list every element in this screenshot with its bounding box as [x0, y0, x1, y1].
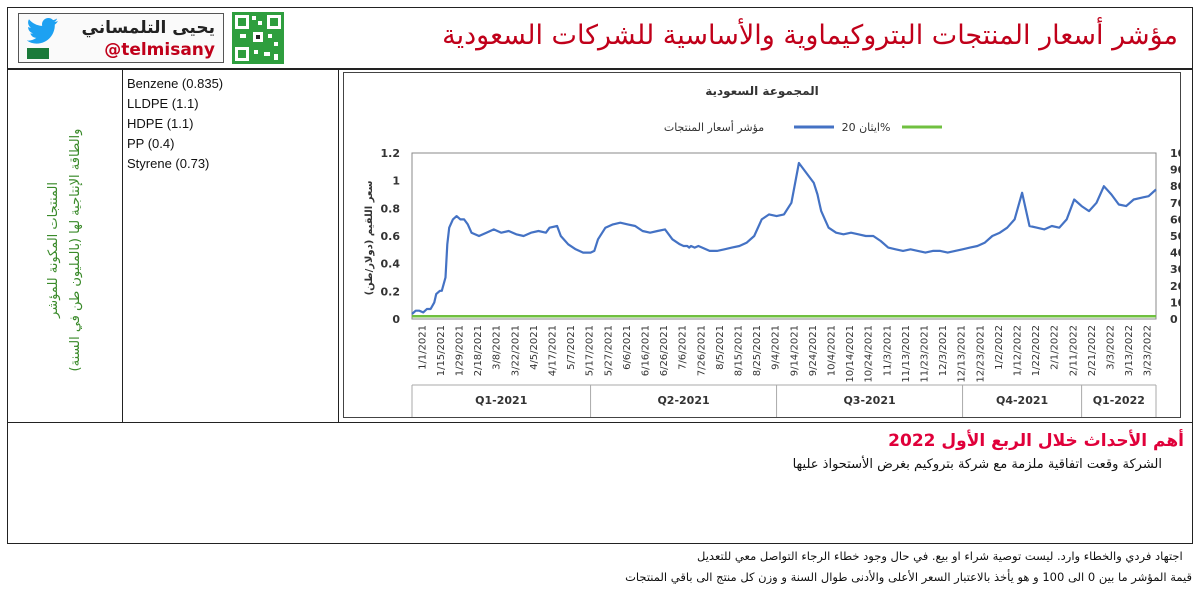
y-left-tick-label: 0.2: [381, 285, 401, 298]
x-tick-label: 1/15/2021: [436, 325, 447, 376]
plot-border: [411, 152, 1157, 320]
x-tick-label: 9/14/2021: [789, 325, 800, 376]
saudi-flag-icon: [27, 48, 49, 59]
x-tick-label: 8/25/2021: [752, 325, 763, 376]
index-components-label: المنتجات المكونة للمؤشر والطاقة الإنتاجي…: [43, 129, 87, 372]
x-tick-label: 11/23/2021: [920, 325, 931, 383]
x-tick-label: 12/23/2021: [975, 325, 986, 383]
series-line-index: [411, 161, 1157, 315]
y-right-tick-label: 10: [1170, 296, 1180, 309]
quarter-label: Q1-2021: [475, 394, 527, 407]
component-item: Styrene (0.73): [127, 156, 210, 171]
qr-code-icon: [232, 12, 284, 64]
x-tick-label: 4/5/2021: [529, 325, 540, 370]
legend-label-index: مؤشر أسعار المنتجات: [664, 120, 764, 134]
y-right-tick-label: 100: [1170, 147, 1180, 160]
components-list: Benzene (0.835) LLDPE (1.1) HDPE (1.1) P…: [123, 70, 339, 422]
page-title: مؤشر أسعار المنتجات البتروكيماوية والأسا…: [442, 20, 1178, 51]
x-tick-label: 5/27/2021: [603, 325, 614, 376]
y-right-tick-label: 30: [1170, 263, 1180, 276]
report-frame: مؤشر أسعار المنتجات البتروكيماوية والأسا…: [7, 7, 1193, 544]
x-tick-label: 2/11/2022: [1068, 325, 1079, 376]
y-right-tick-label: 0: [1170, 313, 1178, 326]
x-tick-label: 10/24/2021: [864, 325, 875, 383]
plot-area: 0 0.2 0.4 0.6 0.8 1 1.2 0 10 20 30 40 50 60 70 80 90 100 1…: [381, 147, 1193, 417]
y-left-tick-label: 1: [392, 175, 400, 188]
x-tick-label: 5/7/2021: [566, 325, 577, 370]
label-line-1: المنتجات المكونة للمؤشر: [46, 182, 61, 318]
index-method-note: قيمة المؤشر ما بين 0 الى 100 و هو يأخذ ب…: [625, 570, 1192, 584]
x-tick-label: 9/4/2021: [771, 325, 782, 370]
chart-container: المجموعة السعودية مؤشر أسعار المنتجات اي…: [343, 72, 1193, 418]
x-tick-label: 2/21/2022: [1087, 325, 1098, 376]
x-tick-label: 1/2/2022: [994, 325, 1005, 370]
legend-label-ethane: ايثان 20%: [842, 121, 891, 134]
x-tick-label: 5/17/2021: [585, 325, 596, 376]
x-tick-label: 3/8/2021: [492, 325, 503, 370]
events-text: الشركة وقعت اتفاقية ملزمة مع شركة بتروكي…: [792, 457, 1162, 472]
x-tick-label: 6/6/2021: [622, 325, 633, 370]
component-item: HDPE (1.1): [127, 116, 194, 131]
y-right-tick-label: 90: [1170, 164, 1180, 177]
quarter-label: Q2-2021: [657, 394, 709, 407]
events-section: أهم الأحداث خلال الربع الأول 2022 الشركة…: [8, 422, 1192, 545]
header: مؤشر أسعار المنتجات البتروكيماوية والأسا…: [8, 8, 1192, 70]
x-tick-label: 2/1/2022: [1050, 325, 1061, 370]
author-badge: يحيى التلمساني @telmisany: [18, 13, 224, 63]
author-name: يحيى التلمساني: [81, 18, 215, 38]
y-left-tick-label: 1.2: [381, 147, 401, 160]
chart-title: المجموعة السعودية: [705, 84, 819, 99]
x-tick-label: 3/13/2022: [1124, 325, 1135, 376]
x-tick-label: 3/3/2022: [1106, 325, 1117, 370]
x-tick-label: 11/3/2021: [882, 325, 893, 376]
index-components-label-cell: المنتجات المكونة للمؤشر والطاقة الإنتاجي…: [8, 70, 123, 422]
x-tick-label: 1/12/2022: [1013, 325, 1024, 376]
x-tick-label: 2/18/2021: [473, 325, 484, 376]
events-title: أهم الأحداث خلال الربع الأول 2022: [888, 431, 1184, 451]
y-right-tick-label: 60: [1170, 213, 1180, 226]
x-tick-label: 12/13/2021: [957, 325, 968, 383]
x-tick-label: 6/16/2021: [641, 325, 652, 376]
y-left-tick-label: 0: [392, 313, 400, 326]
y-left-tick-label: 0.6: [381, 230, 401, 243]
x-tick-label: 1/1/2021: [417, 325, 428, 370]
x-tick-label: 1/22/2022: [1031, 325, 1042, 376]
x-tick-label: 3/22/2021: [510, 325, 521, 376]
x-tick-label: 10/4/2021: [827, 325, 838, 376]
quarter-label: Q4-2021: [996, 394, 1048, 407]
y-right-tick-label: 50: [1170, 230, 1180, 243]
y-right-tick-label: 80: [1170, 180, 1180, 193]
x-tick-label: 8/5/2021: [715, 325, 726, 370]
twitter-bird-icon: [27, 18, 58, 44]
y-right-tick-label: 70: [1170, 197, 1180, 210]
x-tick-label: 7/26/2021: [696, 325, 707, 376]
y-right-tick-label: 20: [1170, 280, 1180, 293]
label-line-2: والطاقة الإنتاجية لها (بالمليون طن في ال…: [68, 128, 83, 372]
x-tick-label: 1/29/2021: [455, 325, 466, 376]
chart-legend: مؤشر أسعار المنتجات ايثان 20%: [664, 120, 942, 134]
quarter-label: Q1-2022: [1093, 394, 1145, 407]
y-right-tick-label: 40: [1170, 247, 1180, 260]
author-handle: @telmisany: [104, 40, 215, 60]
price-index-chart: المجموعة السعودية مؤشر أسعار المنتجات اي…: [364, 84, 1193, 417]
x-tick-label: 9/24/2021: [808, 325, 819, 376]
component-item: LLDPE (1.1): [127, 96, 199, 111]
x-tick-label: 3/23/2022: [1143, 325, 1154, 376]
y-axis-left-label: سعر اللقيم (دولار/طن): [364, 180, 375, 295]
x-tick-label: 10/14/2021: [845, 325, 856, 383]
component-item: PP (0.4): [127, 136, 175, 151]
component-item: Benzene (0.835): [127, 76, 224, 91]
x-tick-label: 11/13/2021: [901, 325, 912, 383]
y-left-tick-label: 0.8: [381, 202, 401, 215]
y-left-tick-label: 0.4: [381, 258, 401, 271]
x-tick-label: 4/17/2021: [548, 325, 559, 376]
x-tick-label: 6/26/2021: [659, 325, 670, 376]
x-tick-label: 12/3/2021: [938, 325, 949, 376]
x-tick-label: 8/15/2021: [734, 325, 745, 376]
disclaimer-text: اجتهاد فردي والخطاء وارد. ليست توصية شرا…: [697, 549, 1183, 563]
x-tick-label: 7/6/2021: [678, 325, 689, 370]
quarter-label: Q3-2021: [843, 394, 895, 407]
